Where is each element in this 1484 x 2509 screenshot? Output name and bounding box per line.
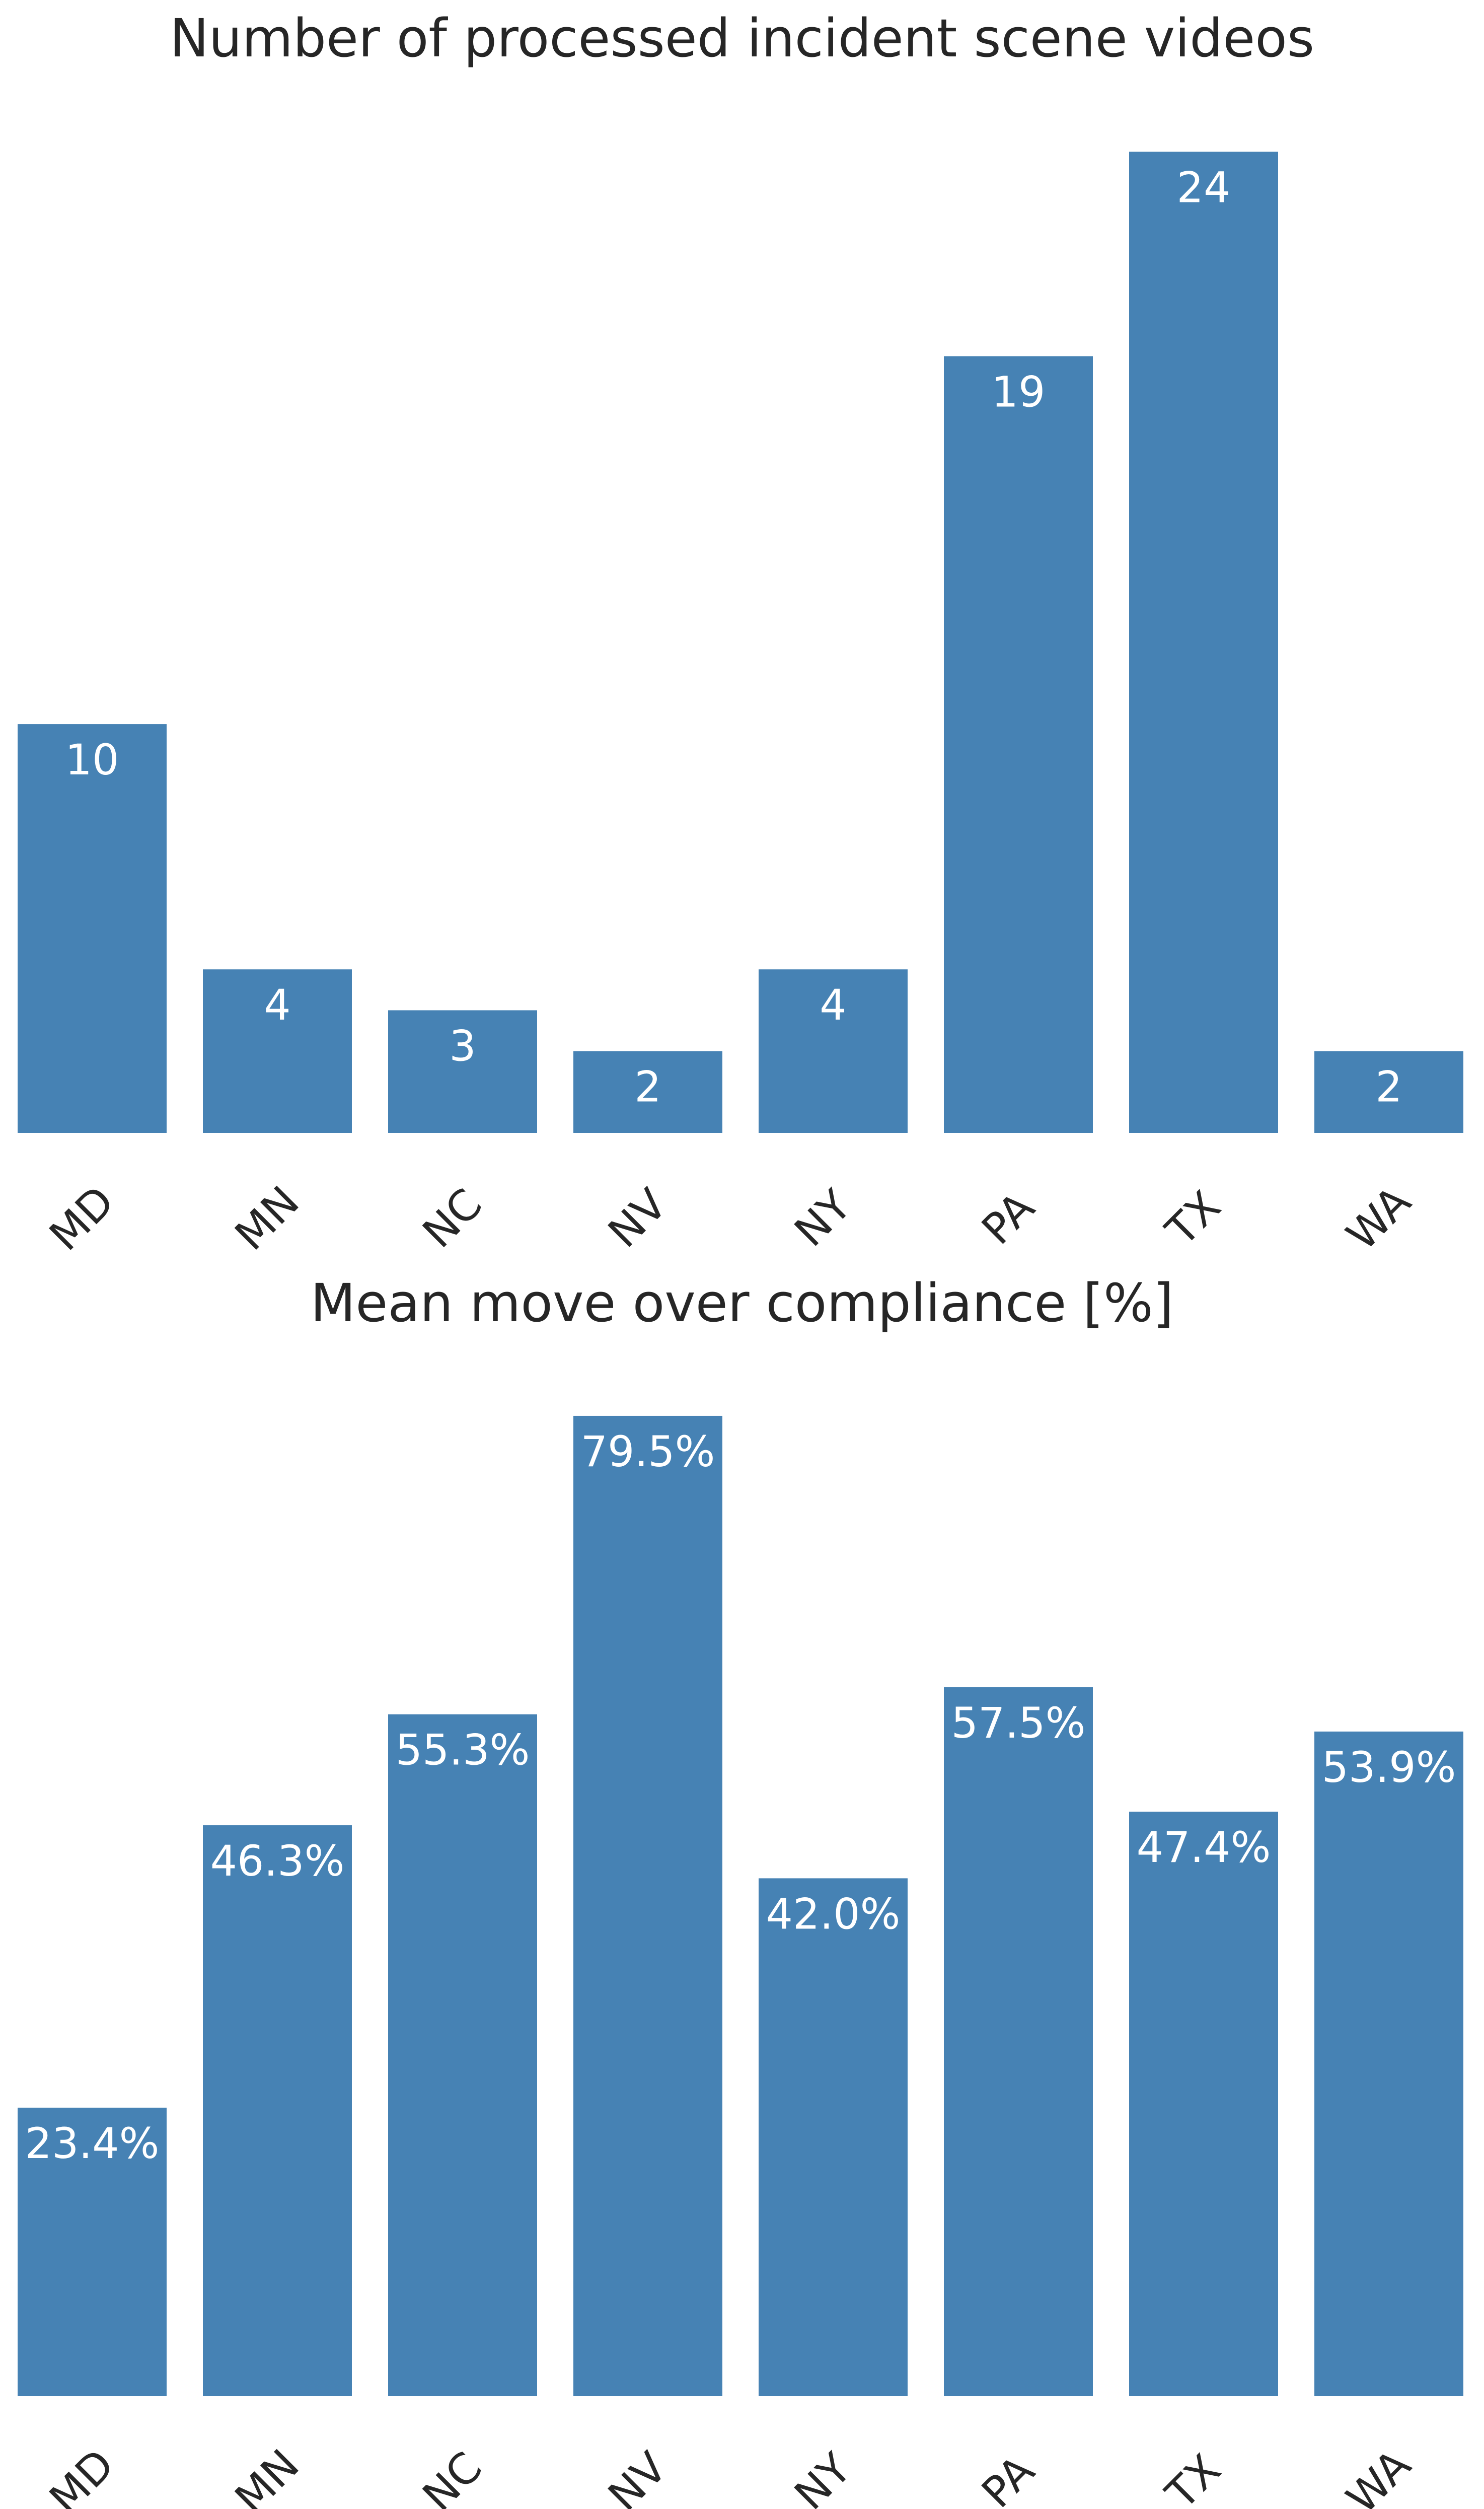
value-label-pa: 19: [992, 367, 1046, 416]
x-tick-md: MD: [40, 2440, 123, 2509]
x-tick-mn: MN: [226, 2440, 309, 2509]
value-label-nc: 3: [449, 1021, 476, 1070]
bar-tx: [1129, 1812, 1278, 2396]
bar-nv: [573, 1415, 722, 2396]
bar-mn: [203, 1825, 352, 2396]
value-label-tx: 47.4%: [1137, 1823, 1271, 1872]
value-label-mn: 46.3%: [210, 1836, 345, 1886]
x-tick-ny: NY: [785, 2444, 860, 2509]
x-tick-ny: NY: [785, 1180, 860, 1256]
value-label-tx: 24: [1177, 163, 1231, 212]
x-tick-wa: WA: [1337, 2440, 1420, 2509]
compliance-chart: Mean move over compliance [%] 23.4% 46.3%…: [18, 1272, 1463, 2509]
x-tick-nc: NC: [413, 1179, 491, 1257]
x-tick-tx: TX: [1156, 1181, 1230, 1255]
x-tick-md: MD: [40, 1176, 123, 1260]
x-tick-mn: MN: [226, 1177, 309, 1260]
bar-pa: [944, 356, 1093, 1133]
value-label-md: 10: [65, 735, 119, 784]
bar-wa: [1314, 1731, 1463, 2396]
chart-title: Number of processed incident scene video…: [170, 8, 1314, 69]
value-label-md: 23.4%: [25, 2119, 160, 2168]
value-label-nv: 79.5%: [581, 1427, 715, 1476]
x-tick-labels: MD MN NC NV NY PA TX WA: [40, 1176, 1420, 1260]
bar-ny: [759, 969, 908, 1133]
value-label-ny: 4: [820, 980, 846, 1030]
chart-title: Mean move over compliance [%]: [311, 1272, 1174, 1334]
bars: [18, 152, 1463, 1133]
value-label-nv: 2: [634, 1062, 661, 1112]
bar-pa: [944, 1687, 1093, 2396]
value-label-pa: 57.5%: [951, 1698, 1086, 1748]
bar-wa: [1314, 1051, 1463, 1133]
bar-tx: [1129, 152, 1278, 1133]
videos-count-chart: Number of processed incident scene video…: [18, 8, 1463, 1260]
value-label-mn: 4: [264, 980, 290, 1030]
bar-ny: [759, 1878, 908, 2396]
x-tick-pa: PA: [973, 1183, 1044, 1254]
x-tick-tx: TX: [1156, 2445, 1230, 2509]
value-labels: 23.4% 46.3% 55.3% 79.5% 42.0% 57.5% 47.4% 53.9%: [25, 1427, 1456, 2168]
x-tick-pa: PA: [973, 2446, 1044, 2509]
bar-nc: [388, 1714, 537, 2396]
x-tick-nv: NV: [599, 1179, 676, 1257]
bar-nv: [573, 1051, 722, 1133]
x-tick-nv: NV: [599, 2443, 676, 2509]
x-tick-labels: MD MN NC NV NY PA TX WA: [40, 2440, 1420, 2509]
x-tick-wa: WA: [1337, 1177, 1420, 1260]
bar-mn: [203, 969, 352, 1133]
value-label-ny: 42.0%: [766, 1889, 901, 1939]
value-label-wa: 53.9%: [1322, 1743, 1456, 1792]
value-label-wa: 2: [1375, 1062, 1402, 1112]
x-tick-nc: NC: [413, 2443, 491, 2509]
bar-md: [18, 2107, 167, 2396]
value-label-nc: 55.3%: [396, 1726, 530, 1775]
bars: [18, 1415, 1463, 2396]
bar-md: [18, 724, 167, 1133]
bar-nc: [388, 1010, 537, 1133]
